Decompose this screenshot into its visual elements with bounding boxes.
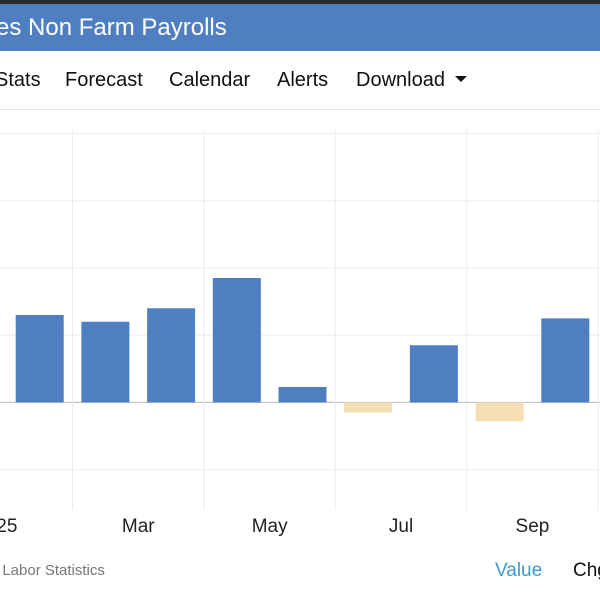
top-strip xyxy=(0,0,600,4)
bar-4[interactable] xyxy=(212,278,261,403)
bar-9[interactable] xyxy=(541,318,590,403)
nav-download[interactable]: Download xyxy=(356,69,467,92)
nav-download-label: Download xyxy=(356,69,445,91)
nav-alerts[interactable]: Alerts xyxy=(277,69,329,91)
caret-down-icon xyxy=(454,75,467,82)
x-tick-label: 25 xyxy=(0,516,17,537)
tab-value[interactable]: Value xyxy=(495,560,543,581)
nav-bar: Stats Forecast Calendar Alerts Download xyxy=(0,51,600,110)
page-title: es Non Farm Payrolls xyxy=(0,14,227,41)
title-bar: es Non Farm Payrolls xyxy=(0,4,600,51)
x-tick-label: Sep xyxy=(516,516,550,537)
x-tick-label: Mar xyxy=(122,516,155,537)
payrolls-chart: 25 Mar May Jul Sep xyxy=(0,130,600,537)
nav-forecast[interactable]: Forecast xyxy=(65,69,143,91)
bar-8[interactable] xyxy=(475,402,524,422)
bar-6[interactable] xyxy=(344,402,393,413)
bar-7[interactable] xyxy=(409,345,458,403)
nav-calendar[interactable]: Calendar xyxy=(169,69,251,91)
x-tick-label: Jul xyxy=(389,516,413,537)
bar-1[interactable] xyxy=(15,315,64,403)
tab-chg[interactable]: Chg xyxy=(573,560,600,581)
bar-3[interactable] xyxy=(147,308,196,403)
bar-5[interactable] xyxy=(278,386,327,403)
bar-2[interactable] xyxy=(81,321,130,403)
nav-stats[interactable]: Stats xyxy=(0,69,41,91)
x-tick-label: May xyxy=(252,516,288,537)
source-text: f Labor Statistics xyxy=(0,562,105,579)
